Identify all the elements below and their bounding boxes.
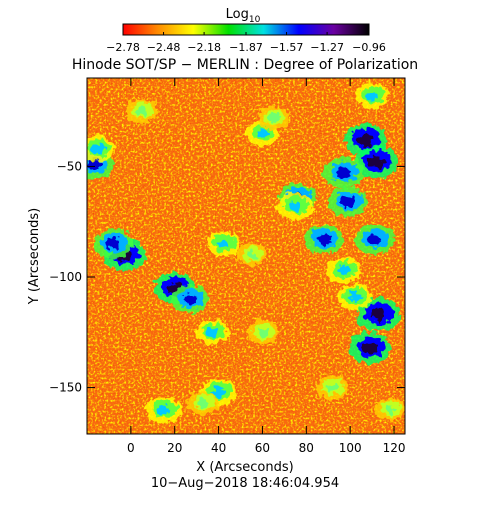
polarization-patch (326, 257, 361, 284)
colorbar-tick-label: −0.96 (352, 41, 386, 54)
x-ticks: 0 20 40 60 80 100 120 (127, 78, 405, 455)
polarization-patch (316, 375, 349, 400)
colorbar-tick-label: −2.18 (187, 41, 221, 54)
x-tick-label: 20 (167, 441, 182, 455)
x-tick-label: 80 (299, 441, 314, 455)
colorbar: Log10 −2.78 −2.48 −2.18 −1.87 −1.57 −1.27 −0.9… (106, 7, 386, 54)
polarization-patch (356, 298, 401, 332)
polarization-patch (187, 391, 220, 415)
colorbar-label: Log10 (226, 7, 261, 25)
x-tick-label: 120 (383, 441, 406, 455)
polarization-patch (354, 145, 399, 179)
polarization-patch (374, 398, 405, 421)
polarization-patch (87, 135, 116, 162)
chart-title: Hinode SOT/SP − MERLIN : Degree of Polar… (72, 57, 418, 73)
polarization-patch (171, 284, 210, 314)
colorbar-ticks: −2.78 −2.48 −2.18 −1.87 −1.57 −1.27 −0.96 (106, 32, 386, 54)
polarization-patch (348, 332, 391, 364)
x-axis-label: X (Arcseconds) (196, 460, 293, 475)
polarization-patch (236, 243, 267, 267)
polarization-patch (195, 319, 229, 345)
colorbar-tick-label: −2.78 (106, 41, 140, 54)
polarization-patch (206, 231, 240, 257)
polarization-patch (328, 187, 368, 217)
polarization-patch (145, 396, 182, 424)
plot-frame (86, 77, 406, 435)
x-tick-label: 60 (255, 441, 270, 455)
heatmap-features (87, 83, 405, 424)
polarization-patch (337, 283, 372, 310)
polarization-patch (355, 83, 389, 109)
x-tick-label: 100 (339, 441, 362, 455)
colorbar-tick-label: −1.87 (229, 41, 263, 54)
x-tick-label: 40 (211, 441, 226, 455)
polarization-patch (246, 320, 279, 345)
polarization-patch (257, 105, 290, 130)
y-axis-label: Y (Arcseconds) (27, 208, 42, 305)
y-tick-label: −100 (49, 270, 82, 284)
y-ticks: −50 −100 −150 (49, 159, 405, 395)
plot-area: 0 20 40 60 80 100 120 −50 −100 −150 (49, 77, 406, 455)
timestamp: 10−Aug−2018 18:46:04.954 (151, 476, 339, 491)
colorbar-tick-label: −1.27 (310, 41, 344, 54)
x-tick-label: 0 (127, 441, 135, 455)
y-tick-label: −50 (57, 159, 82, 173)
polarization-patch (93, 229, 134, 259)
colorbar-tick-label: −1.57 (270, 41, 304, 54)
polarization-patch (354, 224, 395, 255)
colorbar-tick-label: −2.48 (147, 41, 181, 54)
polarization-patch (126, 99, 158, 123)
polarization-patch (323, 157, 365, 189)
polarization-patch (277, 192, 314, 220)
y-tick-label: −150 (49, 381, 82, 395)
polarization-patch (304, 224, 344, 255)
